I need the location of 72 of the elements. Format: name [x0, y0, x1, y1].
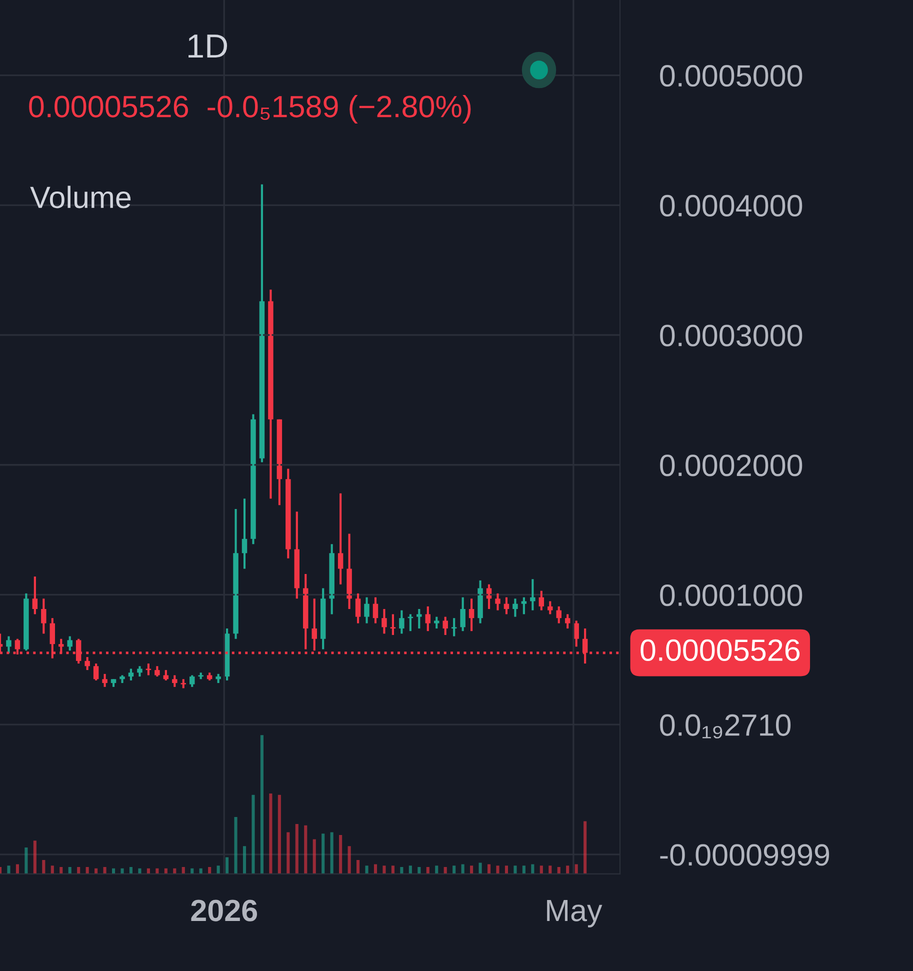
- bar: [242, 846, 246, 874]
- bar: [260, 735, 264, 874]
- bar: [400, 866, 404, 874]
- bar: [33, 840, 36, 874]
- bar: [452, 866, 456, 874]
- ref-line-label: 0.00005526: [640, 639, 800, 662]
- bar: [365, 866, 368, 874]
- bar: [418, 866, 421, 874]
- bar: [522, 866, 526, 874]
- bar: [77, 866, 80, 874]
- bar: [182, 866, 185, 874]
- bar: [391, 866, 394, 874]
- bar: [444, 866, 447, 874]
- y-tick-label: 0.0001000: [660, 584, 802, 606]
- bar: [514, 866, 517, 874]
- bar: [24, 848, 28, 874]
- bar: [531, 864, 534, 874]
- y-tick-label: 0.0002000: [660, 454, 802, 476]
- bar: [461, 864, 464, 874]
- bar: [208, 866, 212, 874]
- bar: [216, 866, 220, 874]
- bar: [42, 860, 46, 874]
- bar: [330, 832, 334, 874]
- y-tick-label: 0.0003000: [660, 324, 802, 346]
- bar: [382, 866, 386, 874]
- bar: [295, 824, 298, 874]
- y-tick-label: -0.00009999: [660, 844, 830, 866]
- bar: [129, 866, 133, 874]
- bar: [339, 835, 342, 874]
- bar: [286, 832, 290, 874]
- bar: [470, 866, 474, 874]
- bar: [50, 866, 54, 874]
- bar: [103, 866, 106, 874]
- bar: [68, 866, 72, 874]
- bar: [312, 839, 316, 874]
- x-tick-label: May: [547, 900, 602, 928]
- chart-title: Volume: [30, 186, 131, 208]
- text: 1D: [188, 34, 228, 58]
- bar: [304, 825, 308, 874]
- y-tick-label: 0.0₁₉2710: [660, 714, 791, 738]
- bar: [322, 834, 325, 874]
- y-tick-label: 0.0005000: [660, 65, 802, 87]
- y-tick-label: 0.0004000: [660, 194, 802, 217]
- bar: [566, 866, 570, 874]
- bar: [60, 866, 63, 874]
- bar: [574, 864, 578, 874]
- bar: [16, 864, 19, 874]
- bar: [426, 866, 430, 874]
- bar: [548, 866, 552, 874]
- bar: [269, 793, 272, 874]
- bar: [7, 866, 10, 874]
- text: 0.00005526 -0.0₅1589 (−2.80%): [29, 94, 471, 124]
- bar: [557, 866, 560, 874]
- bar: [348, 846, 351, 874]
- bar: [584, 821, 587, 874]
- bar: [408, 866, 412, 874]
- x-tick-label: 2026: [191, 900, 258, 922]
- bar: [504, 866, 508, 874]
- bar: [487, 864, 491, 874]
- bar: [234, 817, 238, 874]
- bar: [226, 857, 229, 874]
- bar: [478, 862, 482, 874]
- bar: [86, 866, 89, 874]
- bar: [435, 866, 438, 874]
- bar: [252, 794, 255, 874]
- bar: [374, 864, 378, 874]
- bar: [278, 794, 281, 874]
- bar: [120, 868, 124, 874]
- bar: [496, 866, 500, 874]
- bar: [0, 866, 2, 874]
- bar: [540, 866, 543, 874]
- bar: [356, 860, 360, 874]
